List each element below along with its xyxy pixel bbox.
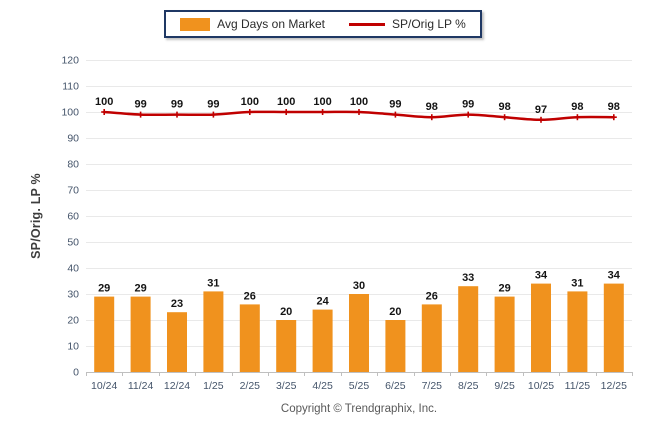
y-tick-label: 10	[67, 341, 79, 353]
bar-value-label: 29	[498, 283, 510, 295]
bar-value-label: 20	[280, 306, 292, 318]
legend: Avg Days on Market SP/Orig LP %	[164, 10, 482, 38]
bar	[421, 304, 442, 372]
bar	[203, 291, 224, 372]
x-tick-label: 10/25	[528, 380, 554, 392]
x-tick-label: 3/25	[276, 380, 297, 392]
bar	[385, 320, 406, 372]
y-tick-label: 0	[73, 367, 79, 379]
bar-value-label: 29	[98, 283, 110, 295]
legend-wrap: Avg Days on Market SP/Orig LP %	[0, 10, 646, 38]
line-value-label: 100	[241, 96, 259, 108]
line-value-label: 99	[462, 99, 474, 111]
line-value-label: 99	[207, 99, 219, 111]
y-tick-label: 60	[67, 211, 79, 223]
bar	[94, 296, 115, 372]
bar	[349, 294, 369, 372]
x-tick-label: 10/24	[91, 380, 117, 392]
bar-value-label: 30	[353, 280, 365, 292]
x-tick-label: 12/25	[601, 380, 627, 392]
x-tick-label: 5/25	[349, 380, 370, 392]
line-value-label: 99	[134, 99, 146, 111]
x-tick-label: 9/25	[494, 380, 515, 392]
bar-value-label: 34	[535, 270, 548, 282]
bar	[567, 291, 588, 372]
bar-swatch-icon	[180, 17, 211, 31]
bar	[312, 309, 333, 372]
x-tick-label: 11/25	[565, 380, 591, 392]
bar-value-label: 20	[389, 306, 401, 318]
bar	[167, 312, 187, 372]
bar-value-label: 24	[316, 296, 329, 308]
y-tick-label: 20	[67, 315, 79, 327]
y-tick-label: 30	[67, 289, 79, 301]
bar-value-label: 23	[171, 298, 183, 310]
bar	[276, 320, 297, 372]
bar-value-label: 34	[608, 270, 621, 282]
line-value-label: 99	[389, 99, 401, 111]
line-value-label: 100	[277, 96, 295, 108]
y-tick-label: 40	[67, 263, 79, 275]
bar	[458, 286, 479, 372]
bar	[531, 283, 551, 372]
line-value-label: 98	[571, 101, 583, 113]
line-value-label: 99	[171, 99, 183, 111]
bar-value-label: 29	[134, 283, 146, 295]
line-value-label: 98	[608, 101, 620, 113]
bar	[603, 283, 624, 372]
legend-item-avg-days-on-market: Avg Days on Market	[180, 17, 325, 31]
bar	[239, 304, 260, 372]
bar-value-label: 26	[426, 290, 438, 302]
x-tick-label: 1/25	[203, 380, 224, 392]
line-value-label: 97	[535, 104, 547, 116]
x-tick-label: 4/25	[312, 380, 333, 392]
line-swatch-icon	[349, 22, 385, 26]
x-tick-label: 6/25	[385, 380, 406, 392]
y-tick-label: 120	[61, 55, 79, 67]
bar-value-label: 26	[244, 290, 256, 302]
copyright-text: Copyright © Trendgraphix, Inc.	[280, 403, 438, 415]
y-tick-label: 70	[67, 185, 79, 197]
x-tick-label: 7/25	[422, 380, 443, 392]
line-value-label: 100	[350, 96, 368, 108]
legend-label: SP/Orig LP %	[392, 17, 466, 31]
bar-value-label: 31	[571, 277, 583, 289]
x-tick-label: 8/25	[458, 380, 479, 392]
bar-value-label: 33	[462, 272, 474, 284]
y-tick-label: 90	[67, 133, 79, 145]
y-tick-label: 110	[62, 81, 79, 93]
y-tick-label: 80	[67, 159, 79, 171]
legend-item-sp-orig-lp: SP/Orig LP %	[349, 17, 466, 31]
x-tick-label: 12/24	[164, 380, 190, 392]
x-tick-label: 11/24	[128, 380, 154, 392]
y-axis-title: SP/Orig. LP %	[29, 173, 43, 259]
line-value-label: 98	[498, 101, 510, 113]
x-tick-label: 2/25	[240, 380, 261, 392]
y-tick-label: 50	[67, 237, 79, 249]
legend-label: Avg Days on Market	[217, 17, 325, 31]
line-value-label: 100	[95, 96, 113, 108]
bar	[130, 296, 151, 372]
bar	[494, 296, 515, 372]
line-value-label: 100	[313, 96, 331, 108]
y-tick-label: 100	[61, 107, 79, 119]
bar-value-label: 31	[207, 277, 219, 289]
line-value-label: 98	[426, 101, 438, 113]
